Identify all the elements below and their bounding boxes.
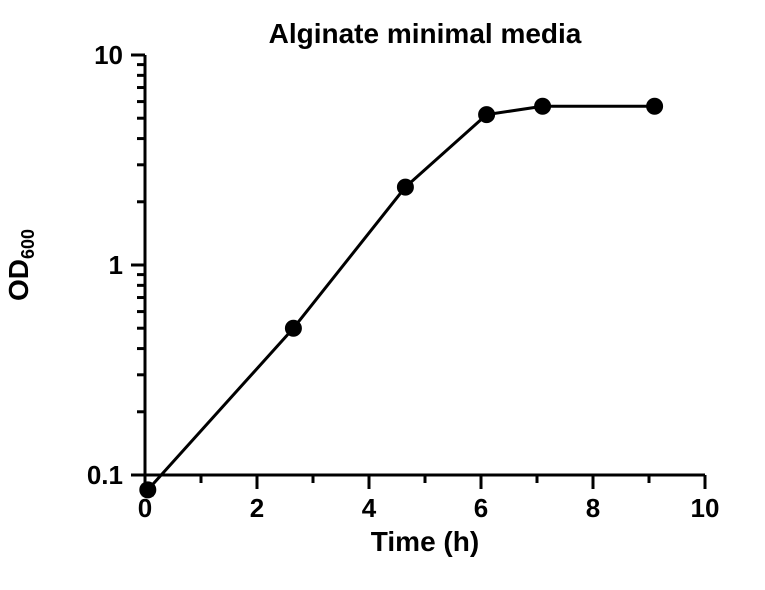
chart-svg: Alginate minimal media0246810Time (h)0.1… [0,0,765,590]
chart-title: Alginate minimal media [269,18,582,49]
data-point-marker [647,98,663,114]
x-tick-label: 10 [691,493,720,523]
growth-curve-chart: Alginate minimal media0246810Time (h)0.1… [0,0,765,590]
data-point-marker [140,482,156,498]
x-tick-label: 4 [362,493,377,523]
data-point-marker [479,107,495,123]
y-tick-label: 1 [109,250,123,280]
y-tick-label: 10 [94,40,123,70]
y-tick-label: 0.1 [87,460,123,490]
data-point-marker [285,320,301,336]
chart-background [0,0,765,590]
x-tick-label: 6 [474,493,488,523]
x-tick-label: 2 [250,493,264,523]
x-tick-label: 8 [586,493,600,523]
data-point-marker [397,179,413,195]
data-point-marker [535,98,551,114]
x-axis-label: Time (h) [371,526,479,557]
